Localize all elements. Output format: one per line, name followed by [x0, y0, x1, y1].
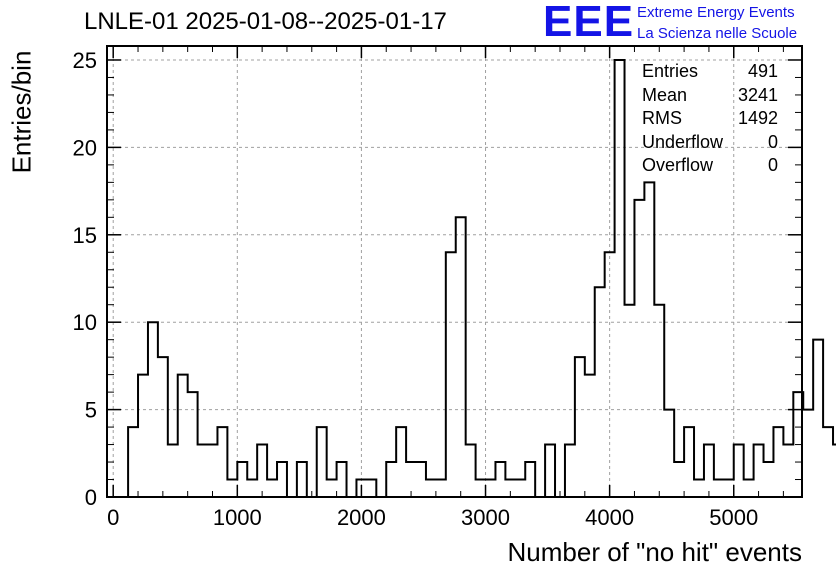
histogram-bin	[337, 462, 347, 497]
stat-label: RMS	[642, 108, 682, 129]
histogram-bin	[764, 462, 774, 497]
histogram-bin	[615, 60, 625, 497]
x-tick-label: 3000	[461, 505, 510, 530]
histogram-bin	[436, 480, 446, 497]
stat-label: Mean	[642, 84, 688, 105]
stat-value: 0	[767, 155, 778, 176]
y-tick-label: 10	[73, 310, 97, 335]
histogram-bin	[446, 252, 456, 497]
histogram-bin	[456, 217, 466, 497]
histogram-bin	[237, 462, 247, 497]
histogram-bin	[734, 445, 744, 497]
x-tick-label: 5000	[709, 505, 758, 530]
histogram-bin	[813, 340, 823, 497]
plot-frame	[106, 45, 803, 498]
stat-label: Underflow	[642, 131, 724, 152]
histogram-bin	[277, 462, 287, 497]
histogram-bin	[684, 427, 694, 497]
histogram-bin	[466, 445, 476, 497]
histogram-bin	[773, 427, 783, 497]
stat-value: 0	[767, 131, 778, 152]
histogram-bin	[575, 357, 585, 497]
histogram-bin	[158, 357, 168, 497]
x-tick-label: 0	[107, 505, 119, 530]
histogram-bin	[396, 427, 406, 497]
histogram-bin	[416, 462, 426, 497]
histogram-bin	[724, 480, 734, 497]
stat-row-rms: RMS 1492	[642, 107, 778, 131]
histogram-bin	[644, 182, 654, 497]
histogram-bin	[188, 392, 198, 497]
chart-title: LNLE-01 2025-01-08--2025-01-17	[84, 8, 447, 35]
histogram-bin	[754, 445, 764, 497]
y-tick-label: 0	[85, 485, 97, 510]
histogram-bin	[247, 480, 257, 497]
histogram-bin	[664, 410, 674, 497]
histogram-bin	[744, 480, 754, 497]
stats-box: Entries 491 Mean 3241 RMS 1492 Underflow…	[642, 60, 778, 178]
histogram-bin	[486, 480, 496, 497]
histogram-bin	[625, 305, 635, 497]
histogram-bin	[476, 480, 486, 497]
histogram-bin	[178, 375, 188, 497]
stat-value: 3241	[737, 84, 778, 105]
histogram-bin	[217, 427, 227, 497]
stat-label: Entries	[642, 61, 699, 81]
histogram-bin	[386, 462, 396, 497]
histogram-bin	[208, 445, 218, 497]
histogram-bin	[803, 410, 813, 497]
histogram-bin	[525, 462, 535, 497]
histogram-bin	[783, 445, 793, 497]
histogram-bin	[317, 427, 327, 497]
stat-row-mean: Mean 3241	[642, 84, 778, 108]
y-axis-label: Entries/bin	[6, 50, 37, 174]
histogram-bin	[168, 445, 178, 497]
logo-line-2: La Scienza nelle Scuole	[637, 25, 798, 42]
histogram-bin	[366, 480, 376, 497]
histogram-bin	[426, 480, 436, 497]
histogram-bin	[515, 480, 525, 497]
histogram-bin	[634, 200, 644, 497]
y-tick-label: 15	[73, 223, 97, 248]
histogram-bin	[227, 480, 237, 497]
histogram-bin	[267, 480, 277, 497]
histogram-bin	[545, 445, 555, 497]
eee-logo: EEE	[543, 0, 635, 46]
histogram-bin	[297, 462, 307, 497]
x-tick-label: 1000	[213, 505, 262, 530]
y-tick-label: 5	[85, 398, 97, 423]
histogram-bin	[128, 427, 138, 497]
histogram-bin	[565, 445, 575, 497]
histogram-bin	[694, 480, 704, 497]
histogram-bin	[585, 375, 595, 497]
stat-row-overflow: Overflow 0	[642, 154, 778, 178]
stat-row-entries: Entries 491	[642, 60, 778, 84]
histogram-bin	[714, 480, 724, 497]
histogram-bin	[198, 445, 208, 497]
histogram-bin	[138, 375, 148, 497]
histogram-bin	[823, 427, 833, 497]
x-tick-label: 4000	[585, 505, 634, 530]
histogram-bin	[654, 305, 664, 497]
histogram-bin	[495, 462, 505, 497]
stat-value: 491	[747, 61, 778, 81]
y-tick-label: 25	[73, 48, 97, 73]
histogram-bin	[257, 445, 267, 497]
x-axis-label: Number of "no hit" events	[507, 537, 803, 567]
y-tick-label: 20	[73, 135, 97, 160]
logo-line-1: Extreme Energy Events	[637, 4, 795, 21]
histogram-bin	[674, 462, 684, 497]
histogram-bin	[704, 445, 714, 497]
stat-value: 1492	[737, 108, 778, 129]
histogram-bin	[595, 287, 605, 497]
x-tick-label: 2000	[337, 505, 386, 530]
histogram-outline	[127, 58, 836, 498]
axis-ticks	[107, 46, 802, 498]
stat-label: Overflow	[642, 155, 714, 176]
tick-labels: 0 1000 2000 3000 4000 5000 0 5 10 15 20 25	[73, 48, 759, 530]
stat-row-underflow: Underflow 0	[642, 131, 778, 155]
histogram-bin	[327, 480, 337, 497]
